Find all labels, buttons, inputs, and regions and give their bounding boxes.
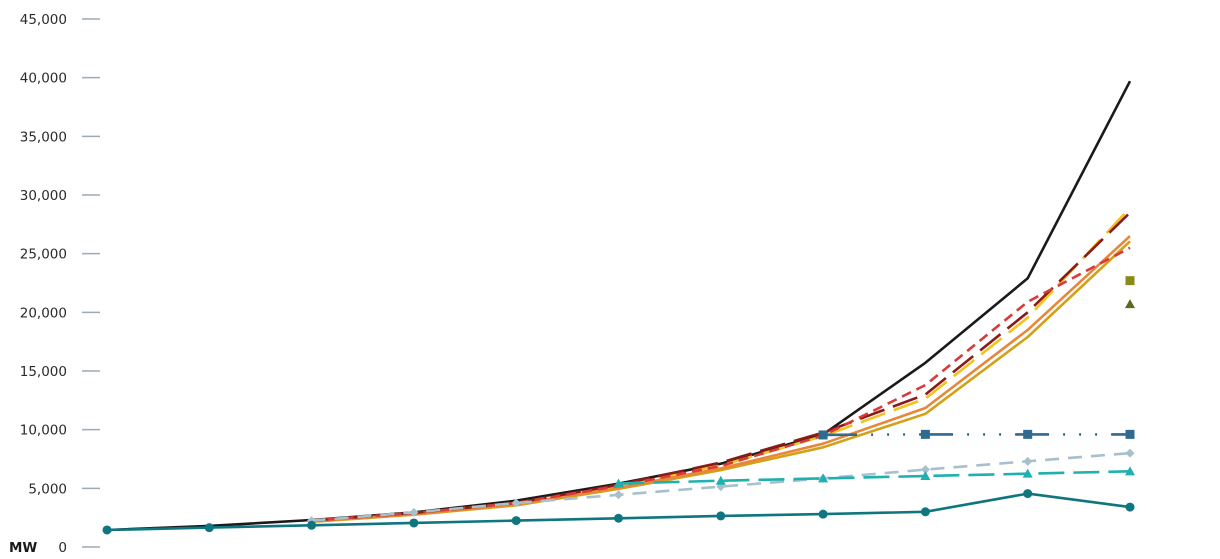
y-tick-label: 35,000	[20, 129, 67, 145]
data-point	[1023, 429, 1033, 439]
data-point	[818, 509, 828, 519]
y-unit-label: MW	[9, 540, 37, 556]
data-point	[511, 516, 521, 526]
data-point	[614, 513, 623, 523]
data-point	[920, 507, 930, 517]
data-point	[1125, 429, 1135, 439]
data-point	[1022, 468, 1033, 478]
data-point	[102, 525, 112, 535]
data-point	[614, 490, 623, 500]
data-point	[204, 523, 214, 533]
y-tick-label: 0	[58, 540, 67, 556]
data-point	[716, 511, 726, 521]
data-point	[409, 518, 419, 528]
y-tick-label: 45,000	[20, 12, 67, 28]
data-point	[307, 520, 317, 530]
y-tick-label: 10,000	[20, 423, 67, 439]
data-point	[920, 465, 930, 475]
data-point	[818, 430, 828, 440]
data-point	[1125, 299, 1135, 309]
series-line-9	[618, 470, 1131, 485]
data-point	[613, 478, 624, 488]
series-line-1	[106, 80, 1132, 532]
data-point	[920, 471, 931, 481]
series-line-4	[311, 207, 1131, 522]
y-tick-label: 25,000	[20, 247, 67, 263]
data-point	[818, 473, 829, 483]
series-line-7	[823, 433, 1130, 437]
series-line-6	[311, 246, 1131, 522]
data-point	[409, 507, 419, 517]
y-tick-label: 20,000	[20, 305, 67, 321]
data-point	[715, 475, 726, 485]
data-point	[1023, 456, 1033, 466]
data-point	[1125, 502, 1135, 512]
marker-layer	[102, 276, 1135, 535]
data-point	[1125, 276, 1135, 286]
data-point	[1125, 466, 1135, 476]
data-point	[1125, 448, 1135, 458]
y-axis: 0 5,000 10,000 15,000 20,000 25,000 30,000 35,0…	[9, 12, 100, 556]
y-tick-label: 15,000	[20, 364, 67, 380]
data-point	[1023, 489, 1033, 499]
series-line-5	[311, 211, 1131, 522]
data-point	[511, 498, 521, 508]
y-tick-label: 5,000	[28, 481, 67, 497]
y-tick-label: 40,000	[20, 71, 67, 87]
y-tick-label: 30,000	[20, 188, 67, 204]
series-layer	[106, 80, 1132, 532]
data-point	[920, 429, 930, 439]
